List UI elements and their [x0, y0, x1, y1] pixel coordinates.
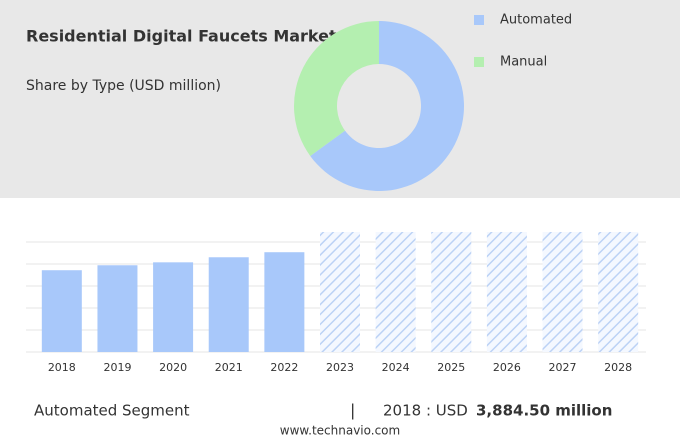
donut-slice [294, 21, 379, 156]
footer-value: 3,884.50 million [476, 402, 612, 420]
source: www.technavio.com [280, 424, 400, 438]
x-tick-label: 2026 [493, 361, 521, 374]
x-tick-label: 2027 [549, 361, 577, 374]
x-tick-label: 2019 [103, 361, 131, 374]
x-tick-label: 2028 [604, 361, 632, 374]
footer-segment: Automated Segment [34, 402, 190, 420]
forecast-placeholder [320, 232, 360, 352]
x-tick-label: 2022 [270, 361, 298, 374]
forecast-placeholder [598, 232, 639, 352]
x-tick-label: 2021 [215, 361, 243, 374]
forecast-placeholder [542, 232, 583, 352]
x-tick-label: 2025 [437, 361, 465, 374]
legend-swatch [474, 15, 484, 25]
bar [208, 257, 249, 352]
chart-subtitle: Share by Type (USD million) [26, 78, 221, 94]
bar [264, 252, 305, 352]
forecast-placeholder [375, 232, 416, 352]
donut-slice [310, 21, 465, 192]
forecast-placeholder [486, 232, 527, 352]
x-tick-label: 2018 [48, 361, 76, 374]
donut-chart: Automated Manual [294, 13, 572, 192]
legend-label: Manual [500, 55, 547, 70]
bar [153, 262, 194, 352]
chart-title: Residential Digital Faucets Market [26, 27, 337, 46]
legend-swatch [474, 57, 484, 67]
x-tick-label: 2024 [382, 361, 410, 374]
bar [97, 265, 138, 352]
bar [41, 270, 82, 352]
forecast-placeholder [431, 232, 472, 352]
x-tick-label: 2023 [326, 361, 354, 374]
x-tick-label: 2020 [159, 361, 187, 374]
footer-prefix: 2018 : USD [383, 402, 468, 420]
legend-label: Automated [500, 13, 572, 28]
footer-separator: | [350, 401, 355, 420]
bar-chart: 2018 2019 2020 2021 2022 2023 2024 2025 2026 2027… [26, 232, 646, 374]
